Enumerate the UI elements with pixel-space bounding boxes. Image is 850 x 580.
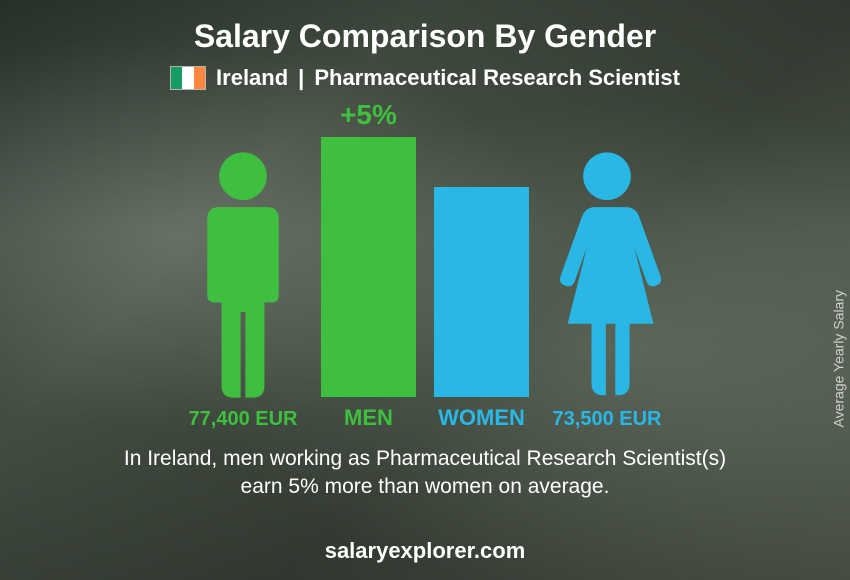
job-title: Pharmaceutical Research Scientist [314, 65, 680, 91]
separator: | [298, 65, 304, 91]
summary-line-2: earn 5% more than women on average. [241, 475, 610, 498]
chart-area: 77,400 EUR +5% MEN WOMEN 73,500 EUR [125, 111, 725, 431]
women-bar-col: WOMEN [434, 187, 529, 431]
women-label: WOMEN [438, 405, 525, 431]
woman-icon [547, 150, 667, 400]
summary-line-1: In Ireland, men working as Pharmaceutica… [124, 447, 726, 470]
men-bar [321, 137, 416, 397]
page-title: Salary Comparison By Gender [194, 18, 656, 55]
women-salary: 73,500 EUR [553, 408, 662, 431]
man-icon [183, 150, 303, 400]
women-figure-col: 73,500 EUR [547, 150, 667, 431]
subtitle-row: Ireland | Pharmaceutical Research Scient… [170, 65, 680, 91]
men-figure-col: 77,400 EUR [183, 150, 303, 431]
summary-text: In Ireland, men working as Pharmaceutica… [124, 445, 726, 502]
men-label: MEN [344, 405, 393, 431]
watermark: salaryexplorer.com [325, 538, 526, 564]
ireland-flag-icon [170, 66, 206, 90]
country-label: Ireland [216, 65, 288, 91]
y-axis-label: Average Yearly Salary [830, 290, 846, 428]
women-bar [434, 187, 529, 397]
men-salary: 77,400 EUR [189, 408, 298, 431]
pct-difference: +5% [340, 99, 397, 131]
men-bar-col: +5% MEN [321, 99, 416, 431]
infographic-container: Salary Comparison By Gender Ireland | Ph… [0, 0, 850, 580]
